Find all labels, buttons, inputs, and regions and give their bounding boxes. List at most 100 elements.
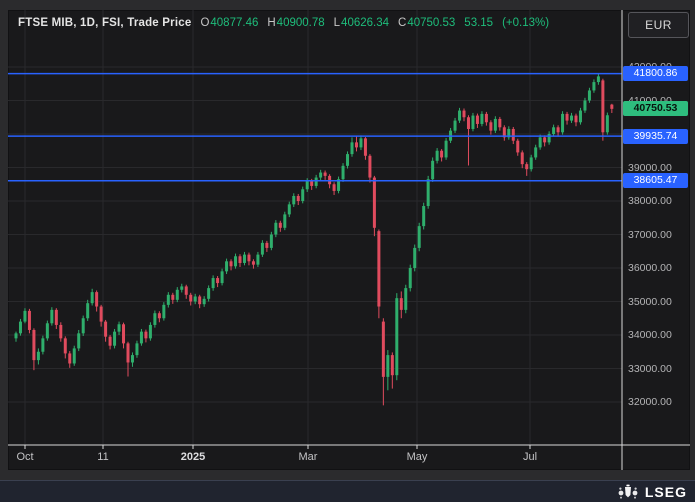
- candle-body: [605, 115, 609, 133]
- candle-body: [596, 76, 600, 83]
- candle-body: [68, 353, 72, 364]
- candle-body: [305, 180, 309, 190]
- candle-body: [220, 271, 224, 284]
- candle-body: [516, 140, 520, 153]
- candle-body: [578, 110, 582, 123]
- candle-body: [234, 256, 238, 267]
- candle-body: [386, 355, 390, 377]
- candle-body: [310, 180, 314, 186]
- candle-body: [95, 292, 99, 307]
- candle-body: [126, 343, 130, 363]
- candle-body: [529, 157, 533, 170]
- candle-body: [498, 118, 502, 128]
- alert-price-tag[interactable]: 39935.74: [623, 128, 688, 144]
- candle-body: [144, 331, 148, 339]
- candle-body: [489, 122, 493, 131]
- candle-body: [269, 234, 273, 248]
- candle-body: [216, 278, 220, 284]
- candle-body: [256, 254, 260, 265]
- candle-body: [390, 355, 394, 376]
- x-axis-label: 2025: [180, 451, 206, 463]
- candle-body: [337, 179, 341, 191]
- candle-body: [162, 304, 166, 319]
- candle-body: [408, 268, 412, 289]
- alert-price-tag[interactable]: 38605.47: [623, 173, 688, 189]
- candle-body: [547, 134, 551, 143]
- y-axis-label: 32000.00: [628, 396, 672, 408]
- candle-body: [422, 206, 426, 227]
- x-axis-label: Mar: [298, 451, 318, 463]
- candle-body: [207, 288, 211, 299]
- candle-body: [404, 288, 408, 310]
- candle-body: [574, 115, 578, 123]
- alert-price-tag[interactable]: 41800.86: [623, 66, 688, 82]
- candle-body: [18, 321, 22, 334]
- y-axis-label: 35000.00: [628, 295, 672, 308]
- candle-body: [556, 127, 560, 133]
- close-field: C40750.53: [398, 17, 456, 29]
- candle-body: [319, 172, 323, 178]
- high-field: H40900.78: [267, 17, 325, 29]
- candle-body: [561, 113, 565, 133]
- candle-body: [50, 309, 54, 324]
- open-field: O40877.46: [200, 17, 259, 29]
- x-axis-label: 11: [97, 451, 109, 463]
- candle-body: [184, 286, 188, 295]
- instrument-title: FTSE MIB, 1D, FSI, Trade Price: [18, 17, 192, 29]
- candle-body: [570, 115, 574, 121]
- candle-body: [350, 142, 354, 155]
- candle-body: [502, 127, 506, 138]
- y-axis-label: 39000.00: [628, 161, 672, 174]
- candle-body: [229, 261, 233, 267]
- candle-body: [332, 184, 336, 191]
- candle-body: [301, 189, 305, 201]
- candle-body: [148, 324, 152, 339]
- candle-body: [247, 254, 251, 262]
- candle-body: [211, 278, 215, 289]
- percent-change: (+0.13%): [502, 17, 550, 29]
- candle-body: [72, 348, 76, 364]
- x-axis-label: May: [406, 451, 428, 463]
- currency-button[interactable]: EUR: [628, 12, 689, 38]
- candle-body: [543, 137, 547, 143]
- candle-body: [372, 177, 376, 228]
- status-bar: LSEG: [0, 480, 695, 502]
- candle-body: [426, 179, 430, 207]
- candle-body: [265, 242, 269, 248]
- candle-body: [610, 104, 614, 109]
- candle-body: [525, 164, 529, 170]
- candle-body: [135, 343, 139, 356]
- candle-body: [278, 222, 282, 228]
- candle-body: [63, 338, 67, 354]
- candle-body: [77, 333, 81, 349]
- candle-body: [130, 355, 134, 363]
- candle-body: [139, 331, 143, 344]
- candle-body: [260, 242, 264, 255]
- candle-body: [90, 292, 94, 304]
- candle-body: [601, 80, 605, 133]
- candle-body: [417, 226, 421, 248]
- candle-body: [359, 138, 363, 148]
- y-axis-label: 37000.00: [628, 228, 672, 241]
- candle-body: [354, 142, 358, 148]
- net-change: 53.15: [464, 17, 494, 29]
- candle-body: [104, 321, 108, 337]
- candle-body: [511, 128, 515, 141]
- candle-body: [117, 324, 121, 332]
- candle-body: [453, 120, 457, 131]
- candle-body: [458, 110, 462, 121]
- candle-body: [440, 150, 444, 158]
- candle-body: [395, 298, 399, 376]
- candle-body: [283, 214, 287, 228]
- candle-body: [175, 289, 179, 300]
- candle-body: [180, 286, 184, 290]
- candle-body: [323, 172, 327, 176]
- candle-body: [493, 118, 497, 131]
- chart-legend: FTSE MIB, 1D, FSI, Trade Price O40877.46…: [18, 14, 549, 32]
- candle-body: [565, 113, 569, 121]
- candle-body: [413, 247, 417, 268]
- candle-body: [198, 296, 202, 305]
- candle-body: [534, 147, 538, 158]
- candle-body: [346, 154, 350, 166]
